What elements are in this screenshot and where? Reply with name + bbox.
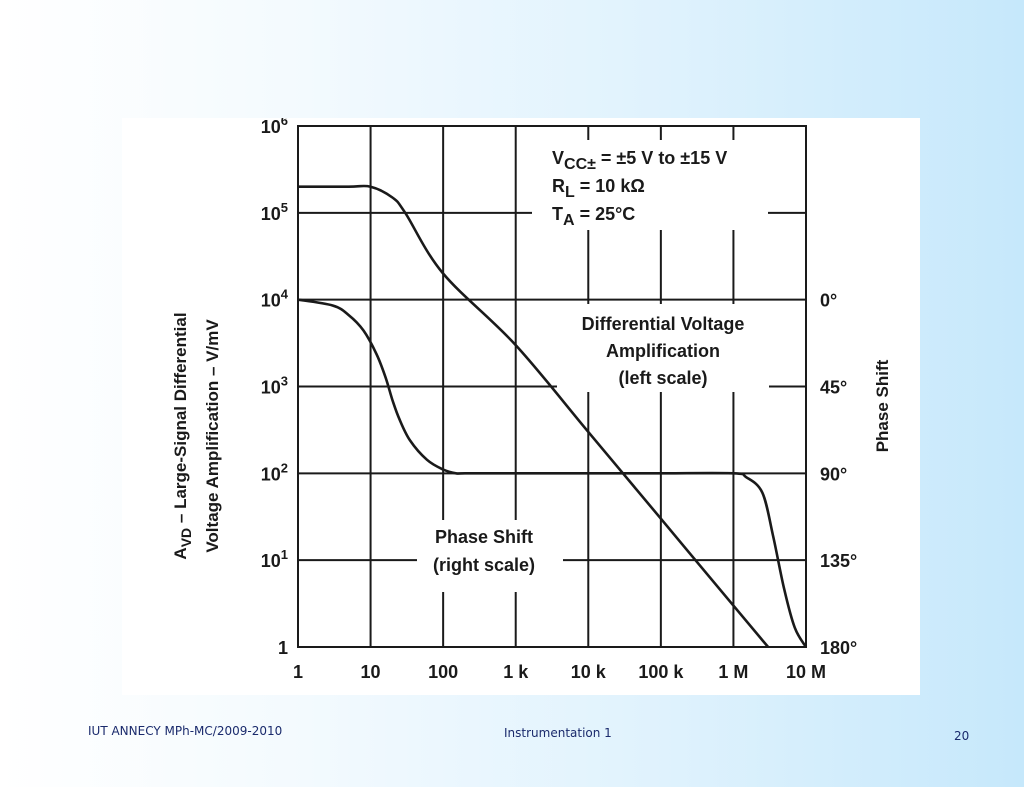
phase-shift-curve [297,298,808,648]
y-tick-label: 101 [261,547,288,571]
x-tick-label: 1 M [718,662,748,682]
grid-layer [298,126,806,647]
y-tick-label: 1 [278,638,288,658]
x-tick-label: 1 k [503,662,529,682]
x-tick-label: 10 k [571,662,607,682]
gain-phase-chart: 1 10 100 1 k 10 k 100 k 1 M 10 M 1 101 102 103 104 10… [171,118,892,682]
phase-tick-label: 0° [820,291,837,311]
series-layer [297,184,808,648]
x-tick-label: 10 M [786,662,826,682]
condition-line: TA = 25°C [552,204,635,229]
slide-number: 20 [954,729,970,743]
label-layer: 1 10 100 1 k 10 k 100 k 1 M 10 M 1 101 102 103 104 10… [171,118,892,682]
gain-annotation-line: Amplification [606,341,720,361]
phase-tick-label: 45° [820,378,847,398]
footer-institution: IUT ANNECY MPh-MC/2009-2010 [88,724,283,738]
x-tick-label: 1 [293,662,303,682]
x-tick-label: 100 [428,662,458,682]
y-axis-title: AVD – Large-Signal Differential [171,312,194,559]
conditions-backdrop [532,140,768,230]
condition-line: RL = 10 kΩ [552,176,645,201]
y-tick-label: 103 [261,374,288,398]
phase-annotation-line: Phase Shift [435,527,533,547]
footer-course: Instrumentation 1 [504,726,612,740]
x-tick-label: 100 k [638,662,684,682]
phase-tick-label: 135° [820,551,857,571]
phase-label-backdrop [417,520,563,592]
y-tick-label: 104 [261,287,289,311]
condition-line: VCC± = ±5 V to ±15 V [552,148,727,173]
gain-annotation-line: (left scale) [618,368,707,388]
y-tick-label: 105 [261,200,288,224]
phase-axis-title: Phase Shift [873,359,892,452]
voltage-gain-curve [297,184,770,648]
y-tick-label: 102 [261,460,288,484]
y-axis-title-line2: Voltage Amplification – V/mV [203,319,222,553]
phase-tick-label: 180° [820,638,857,658]
y-tick-label: 106 [261,118,288,137]
gain-annotation-line: Differential Voltage [582,314,745,334]
figure-panel: 1 10 100 1 k 10 k 100 k 1 M 10 M 1 101 102 103 104 10… [122,118,920,695]
gain-label-backdrop [557,304,769,392]
phase-annotation-line: (right scale) [433,555,535,575]
phase-tick-label: 90° [820,464,847,484]
x-tick-label: 10 [361,662,381,682]
plot-frame [297,125,807,648]
